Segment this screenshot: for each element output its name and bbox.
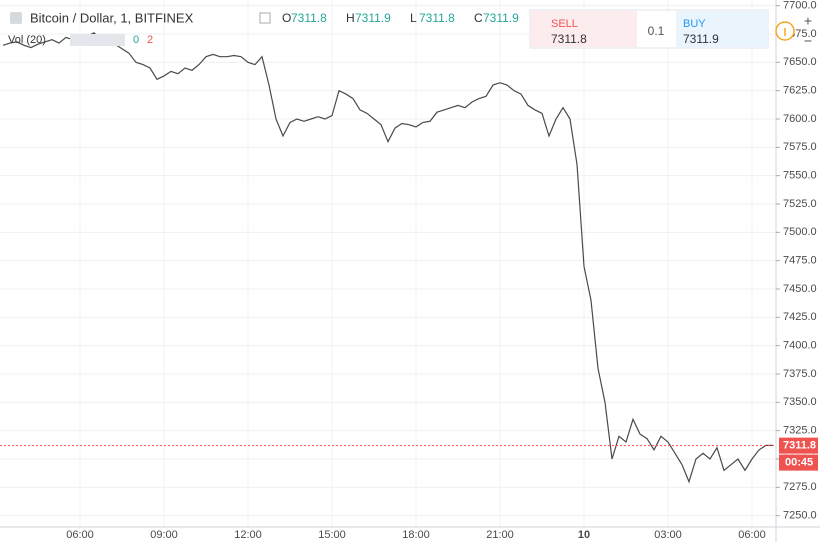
y-tick-label: 7275.0: [783, 481, 817, 493]
ohlc-letter: O: [282, 11, 291, 25]
y-tick-label: 7550.0: [783, 170, 817, 182]
volume-value: 2: [147, 34, 153, 46]
x-tick-label: 12:00: [234, 529, 262, 541]
sell-button[interactable]: [531, 11, 637, 47]
grid: [0, 0, 776, 527]
buy-price: 7311.9: [683, 32, 719, 46]
y-tick-label: 7625.0: [783, 85, 817, 97]
buy-label: BUY: [683, 18, 706, 30]
ohlc-legend: O 7311.8 H 7311.9 L 7311.8 C 7311.9: [282, 11, 519, 25]
x-tick-label: 15:00: [318, 529, 346, 541]
settings-icon[interactable]: [259, 12, 271, 24]
x-tick-label: 06:00: [66, 529, 94, 541]
y-tick-label: 7500.0: [783, 226, 817, 238]
zoom-in[interactable]: +: [804, 13, 812, 29]
ohlc-value: 7311.9: [355, 11, 391, 25]
volume-label: Vol (20): [8, 34, 46, 46]
y-tick-label: 7575.0: [783, 141, 817, 153]
ohlc-letter: C: [474, 11, 483, 25]
collapse-icon[interactable]: [10, 12, 22, 24]
volume-controls[interactable]: [70, 34, 125, 46]
y-tick-label: 7450.0: [783, 283, 817, 295]
x-tick-label: 09:00: [150, 529, 178, 541]
axis: 7250.07275.07300.07325.07350.07375.07400…: [66, 0, 818, 541]
chart-title: Bitcoin / Dollar, 1, BITFINEX: [30, 10, 194, 25]
x-tick-label: 21:00: [486, 529, 514, 541]
marks: [0, 32, 776, 484]
last-price-box: [779, 437, 818, 454]
x-tick-label: 03:00: [654, 529, 682, 541]
countdown-box: [779, 454, 818, 471]
y-tick-label: 7350.0: [783, 396, 817, 408]
zoom-out[interactable]: −: [804, 33, 812, 49]
y-tick-label: 7250.0: [783, 510, 817, 522]
last-price-label: 7311.8: [783, 440, 816, 452]
x-tick-label: 18:00: [402, 529, 430, 541]
ohlc-letter: L: [410, 11, 417, 25]
y-tick-label: 7700.0: [783, 0, 817, 12]
y-tick-label: 7600.0: [783, 113, 817, 125]
spread: 0.1: [648, 24, 665, 38]
ohlc-value: 7311.8: [291, 11, 327, 25]
ohlc-letter: H: [346, 11, 355, 25]
countdown-label: 00:45: [785, 457, 813, 469]
y-tick-label: 7375.0: [783, 368, 817, 380]
y-tick-label: 7425.0: [783, 311, 817, 323]
y-tick-label: 7650.0: [783, 56, 817, 68]
volume-value: 0: [133, 34, 139, 46]
price-line: [2, 32, 773, 484]
buy-button[interactable]: [676, 11, 767, 47]
ohlc-value: 7311.8: [419, 11, 455, 25]
x-tick-label: 06:00: [738, 529, 766, 541]
y-tick-label: 7525.0: [783, 198, 817, 210]
y-tick-label: 7400.0: [783, 340, 817, 352]
trade-panel: SELL 7311.8 0.1 BUY 7311.9: [529, 9, 769, 49]
y-tick-label: 7475.0: [783, 255, 817, 267]
sell-label: SELL: [551, 18, 578, 30]
y-tick-label: 7325.0: [783, 425, 817, 437]
x-tick-label: 10: [578, 529, 590, 541]
ohlc-value: 7311.9: [483, 11, 519, 25]
sell-price: 7311.8: [551, 32, 587, 46]
